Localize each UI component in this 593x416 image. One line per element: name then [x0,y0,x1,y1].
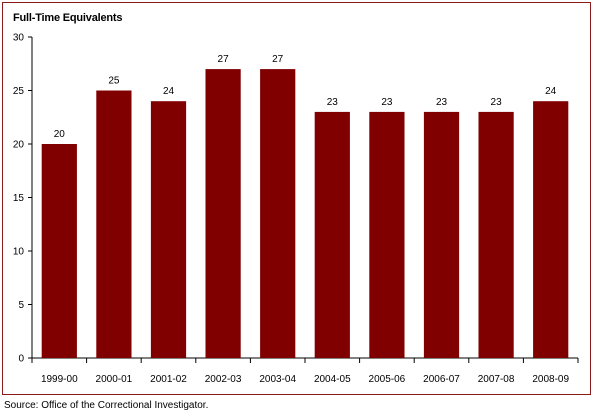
bar-2007-08 [478,111,514,359]
data-label-2000-01: 25 [108,76,120,87]
x-tick-label-2006-07: 2006-07 [423,374,460,385]
bar-2004-05 [314,111,350,359]
bar-2001-02 [150,101,187,358]
chart-title: Full-Time Equivalents [13,12,123,24]
bar-2005-06 [369,111,405,359]
data-label-2008-09: 24 [545,86,557,97]
x-tick-label-2001-02: 2001-02 [150,374,187,385]
x-tick-label-2003-04: 2003-04 [259,374,296,385]
y-tick-label: 30 [13,33,25,44]
data-label-2003-04: 27 [272,54,284,65]
data-labels: 20 25 24 27 27 23 23 23 23 24 [54,54,557,140]
x-tick-label-2000-01: 2000-01 [96,374,133,385]
y-tick-label: 20 [13,140,25,151]
bar-2000-01 [96,90,132,358]
bars [41,69,569,359]
axes: 0 5 10 15 20 25 30 1999-00 2000-01 2001-02 2002-03… [13,33,579,385]
bar-1999-00 [41,144,77,358]
y-tick-label: 10 [13,247,25,258]
bar-2006-07 [423,111,460,359]
y-tick-label: 25 [13,86,25,97]
x-tick-label-1999-00: 1999-00 [41,374,78,385]
x-tick-label-2008-09: 2008-09 [532,374,569,385]
data-label-1999-00: 20 [54,129,66,140]
y-tick-label: 5 [18,300,24,311]
source-note: Source: Office of the Correctional Inves… [4,400,209,411]
data-label-2006-07: 23 [436,97,448,108]
y-tick-label: 15 [13,193,25,204]
bar-2008-09 [533,101,569,358]
y-tick-label: 0 [18,354,24,365]
data-label-2001-02: 24 [163,86,175,97]
x-tick-label-2007-08: 2007-08 [478,374,515,385]
bar-2003-04 [260,69,296,358]
x-tick-label-2002-03: 2002-03 [205,374,242,385]
data-label-2007-08: 23 [491,97,503,108]
data-label-2002-03: 27 [218,54,230,65]
x-tick-label-2004-05: 2004-05 [314,374,351,385]
data-label-2004-05: 23 [327,97,339,108]
bar-2002-03 [205,69,241,358]
data-label-2005-06: 23 [381,97,393,108]
x-tick-label-2005-06: 2005-06 [369,374,406,385]
bar-chart: 0 5 10 15 20 25 30 1999-00 2000-01 2001-02 2002-03… [13,33,579,385]
